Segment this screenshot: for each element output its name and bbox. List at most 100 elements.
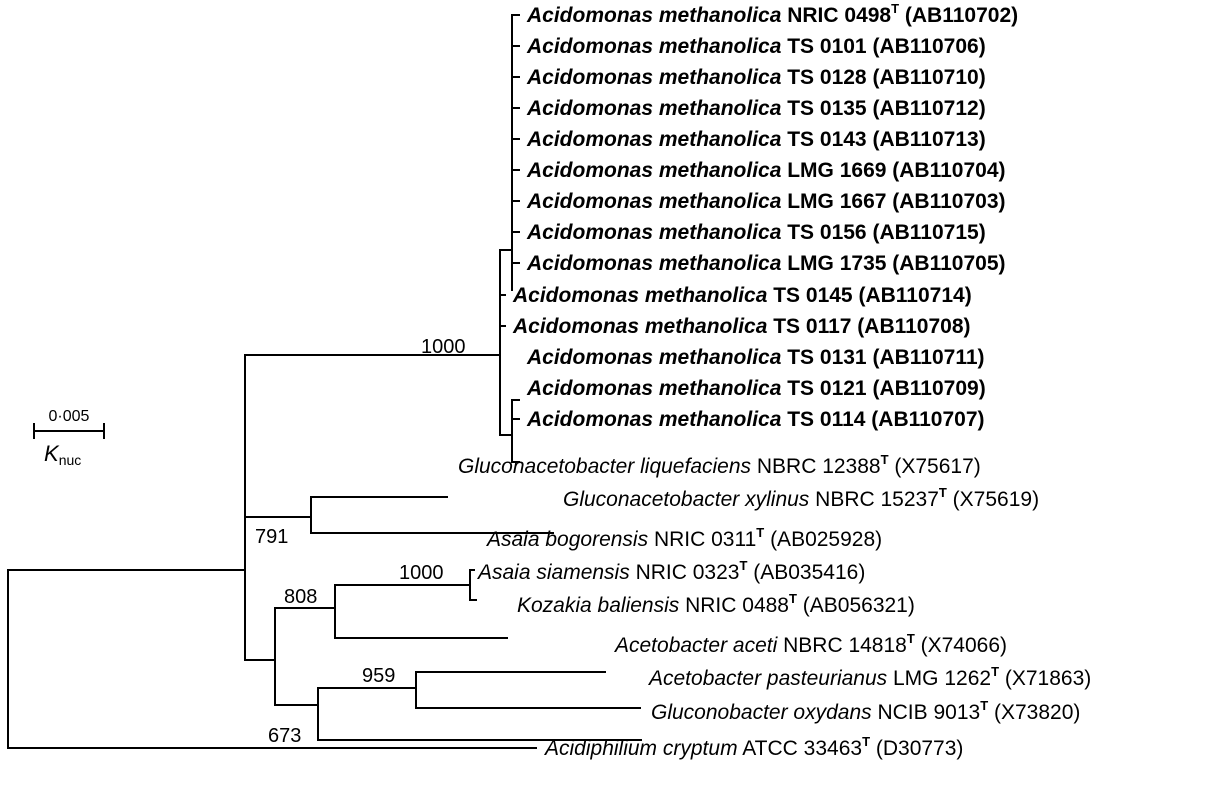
type-strain-marker: T (756, 525, 764, 540)
leaf-species: Asaia siamensis (476, 561, 630, 584)
leaf-species: Acidomonas methanolica (526, 408, 782, 431)
leaf-accession: (AB110703) (886, 190, 1005, 213)
leaf-label: Gluconacetobacter liquefaciens NBRC 1238… (458, 452, 981, 478)
leaf-strain: TS 0114 (781, 408, 865, 431)
leaf-accession: (AB110713) (867, 128, 986, 151)
leaf-species: Asaia bogorensis (485, 528, 649, 551)
leaf-label: Acetobacter pasteurianus LMG 1262T (X718… (647, 664, 1091, 690)
leaf-strain: NRIC 0323 (630, 561, 740, 584)
leaf-accession: (AB110705) (886, 252, 1005, 275)
scale-bar-unit: Knuc (44, 441, 81, 468)
leaf-accession: (AB110706) (867, 35, 986, 58)
leaf-label: Acidomonas methanolica TS 0101 (AB110706… (526, 35, 986, 58)
leaf-accession: (X75617) (889, 455, 981, 478)
leaf-species: Acidomonas methanolica (526, 159, 782, 182)
bootstrap-value-acetobacter: 959 (362, 665, 395, 687)
leaf-accession: (AB110707) (865, 408, 984, 431)
leaf-accession: (X74066) (915, 634, 1007, 657)
leaf-strain: NBRC 14818 (777, 634, 907, 657)
leaf-strain: TS 0143 (781, 128, 866, 151)
bootstrap-value-acidomonas: 1000 (421, 336, 466, 358)
leaf-strain: TS 0117 (767, 315, 851, 338)
leaf-label: Gluconobacter oxydans NCIB 9013T (X73820… (651, 698, 1080, 724)
leaf-accession: (AB110704) (886, 159, 1005, 182)
leaf-label: Acidomonas methanolica LMG 1735 (AB11070… (526, 252, 1006, 275)
leaf-label: Acidomonas methanolica TS 0143 (AB110713… (526, 128, 986, 151)
leaf-label: Acidomonas methanolica TS 0117 (AB110708… (512, 315, 971, 338)
leaf-accession: (AB110710) (867, 66, 986, 89)
leaf-strain: NRIC 0311 (648, 528, 756, 551)
leaf-accession: (D30773) (870, 737, 963, 760)
leaf-strain: NCIB 9013 (872, 701, 981, 724)
leaf-species: Acidiphilium cryptum (543, 737, 738, 760)
leaf-strain: LMG 1262 (887, 667, 991, 690)
leaf-strain: TS 0121 (781, 377, 867, 400)
leaf-accession: (X71863) (999, 667, 1091, 690)
leaf-species: Acidomonas methanolica (526, 35, 782, 58)
leaf-strain: TS 0101 (781, 35, 867, 58)
leaf-accession: (AB056321) (797, 594, 915, 617)
leaf-species: Gluconobacter oxydans (651, 701, 872, 724)
type-strain-marker: T (939, 485, 947, 500)
leaf-strain: ATCC 33463 (738, 737, 863, 760)
scale-bar-symbol: K (44, 441, 60, 466)
leaf-strain: TS 0135 (781, 97, 867, 120)
leaf-species: Acidomonas methanolica (512, 284, 768, 307)
leaf-label: Acidomonas methanolica TS 0156 (AB110715… (526, 221, 986, 244)
leaf-label: Acidomonas methanolica TS 0145 (AB110714… (512, 284, 972, 307)
scale-bar-value: 0·005 (49, 408, 90, 425)
leaf-label: Gluconacetobacter xylinus NBRC 15237T (X… (563, 485, 1039, 511)
type-strain-marker: T (891, 1, 899, 16)
leaf-accession: (AB110709) (867, 377, 986, 400)
leaf-species: Kozakia baliensis (517, 594, 680, 617)
leaf-species: Acidomonas methanolica (526, 377, 782, 400)
bootstrap-value-acetobacter-gluconobacter: 673 (268, 725, 301, 747)
leaf-species: Acidomonas methanolica (526, 4, 782, 27)
leaf-label: Acidomonas methanolica TS 0121 (AB110709… (526, 377, 986, 400)
leaf-label: Asaia siamensis NRIC 0323T (AB035416) (476, 558, 865, 584)
leaf-species: Acetobacter aceti (613, 634, 779, 657)
type-strain-marker: T (789, 591, 797, 606)
leaf-species: Acidomonas methanolica (526, 66, 782, 89)
leaf-accession: (AB110702) (899, 4, 1018, 27)
leaf-accession: (AB110715) (867, 221, 986, 244)
leaf-species: Acidomonas methanolica (526, 221, 782, 244)
leaf-species: Acidomonas methanolica (526, 346, 782, 369)
leaf-species: Acidomonas methanolica (526, 128, 782, 151)
leaf-accession: (X75619) (947, 488, 1039, 511)
leaf-strain: NRIC 0498 (781, 4, 891, 27)
leaf-accession: (AB110712) (867, 97, 986, 120)
leaf-strain: TS 0145 (767, 284, 853, 307)
leaf-labels: Acidomonas methanolica NRIC 0498T (AB110… (458, 1, 1091, 760)
leaf-label: Acidomonas methanolica TS 0135 (AB110712… (526, 97, 986, 120)
leaf-label: Asaia bogorensis NRIC 0311T (AB025928) (485, 525, 882, 551)
leaf-label: Acidomonas methanolica TS 0114 (AB110707… (526, 408, 985, 431)
bootstrap-value-gluconacetobacter: 791 (255, 526, 288, 548)
leaf-strain: LMG 1735 (781, 252, 886, 275)
leaf-label: Acidomonas methanolica TS 0128 (AB110710… (526, 66, 986, 89)
leaf-label: Acidomonas methanolica NRIC 0498T (AB110… (526, 1, 1018, 27)
leaf-strain: TS 0131 (781, 346, 867, 369)
leaf-species: Acidomonas methanolica (526, 190, 782, 213)
leaf-label: Acidomonas methanolica LMG 1669 (AB11070… (526, 159, 1006, 182)
type-strain-marker: T (907, 631, 915, 646)
leaf-strain: NBRC 12388 (751, 455, 881, 478)
leaf-label: Acetobacter aceti NBRC 14818T (X74066) (613, 631, 1007, 657)
leaf-species: Gluconacetobacter liquefaciens (458, 455, 752, 478)
scale-bar-subscript: nuc (59, 452, 82, 468)
leaf-strain: LMG 1669 (781, 159, 886, 182)
leaf-strain: NBRC 15237 (809, 488, 939, 511)
leaf-accession: (X73820) (988, 701, 1080, 724)
leaf-label: Acidiphilium cryptum ATCC 33463T (D30773… (543, 734, 963, 760)
leaf-accession: (AB035416) (747, 561, 865, 584)
type-strain-marker: T (739, 558, 747, 573)
leaf-strain: TS 0128 (781, 66, 867, 89)
leaf-strain: TS 0156 (781, 221, 866, 244)
leaf-species: Acidomonas methanolica (526, 97, 782, 120)
leaf-label: Acidomonas methanolica LMG 1667 (AB11070… (526, 190, 1006, 213)
leaf-accession: (AB110711) (867, 346, 985, 369)
leaf-species: Acidomonas methanolica (512, 315, 768, 338)
type-strain-marker: T (862, 734, 870, 749)
leaf-strain: LMG 1667 (781, 190, 886, 213)
